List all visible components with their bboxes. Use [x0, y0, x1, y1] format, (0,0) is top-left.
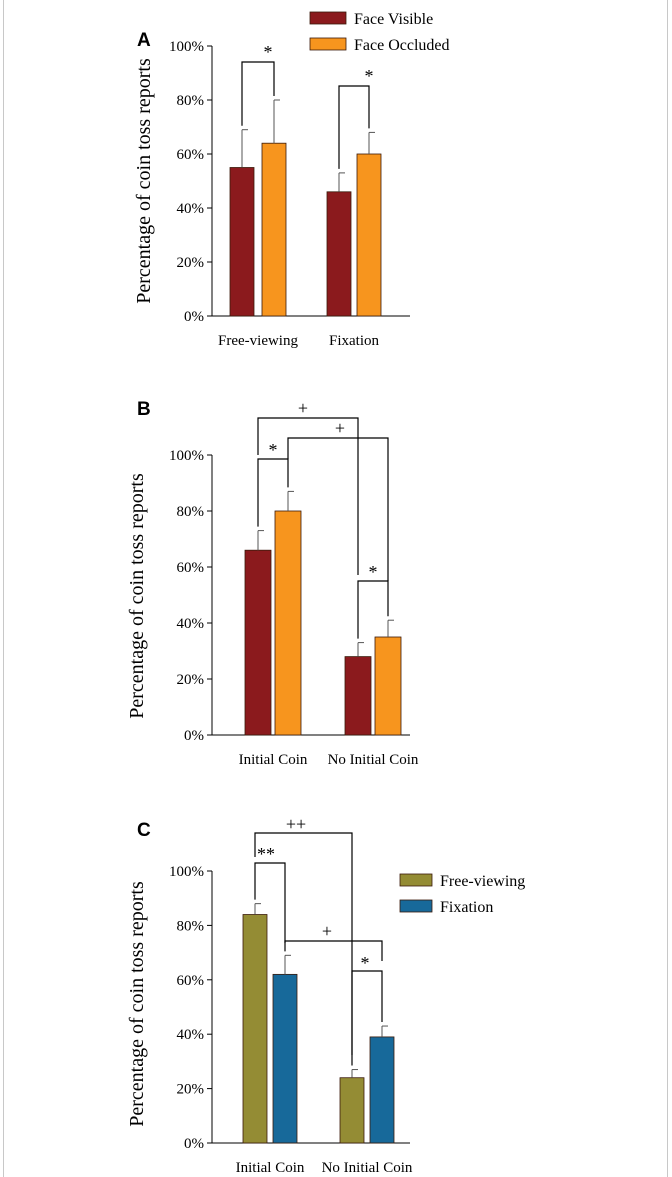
y-tick-label: 40%	[177, 616, 205, 632]
category-label: Initial Coin	[239, 752, 308, 768]
y-tick-label: 20%	[177, 672, 205, 688]
category-label: Free-viewing	[218, 333, 298, 349]
bar	[356, 153, 382, 317]
y-tick-label: 80%	[177, 918, 205, 934]
legend-swatch	[309, 37, 347, 51]
legend-swatch	[399, 873, 433, 887]
y-tick-label: 20%	[177, 255, 205, 271]
panel-letter: B	[137, 399, 151, 420]
legend-label: Face Occluded	[354, 37, 450, 54]
significance-bracket	[257, 458, 289, 527]
y-tick-label: 0%	[184, 728, 204, 744]
significance-label: *	[269, 440, 278, 460]
y-axis-label: Percentage of coin toss reports	[126, 473, 148, 719]
significance-label: *	[264, 42, 273, 62]
legend-label: Free-viewing	[440, 873, 525, 890]
significance-bracket	[287, 437, 389, 581]
significance-label: +	[322, 921, 332, 941]
significance-bracket	[254, 832, 353, 1055]
significance-label: ++	[286, 814, 306, 834]
y-tick-label: 100%	[169, 39, 204, 55]
category-label: No Initial Coin	[322, 1160, 413, 1176]
category-label: Fixation	[329, 333, 380, 349]
bar	[261, 142, 287, 317]
bar	[242, 914, 268, 1144]
y-tick-label: 40%	[177, 1027, 205, 1043]
significance-label: **	[257, 844, 275, 864]
significance-bracket	[357, 580, 389, 639]
significance-label: *	[369, 562, 378, 582]
significance-bracket	[241, 61, 275, 126]
y-tick-label: 80%	[177, 93, 205, 109]
y-tick-label: 60%	[177, 147, 205, 163]
category-label: Initial Coin	[236, 1160, 305, 1176]
bar	[369, 1036, 395, 1144]
bar	[326, 191, 352, 317]
significance-label: +	[335, 418, 345, 438]
bar	[244, 549, 272, 736]
category-label: No Initial Coin	[328, 752, 419, 768]
y-tick-label: 80%	[177, 504, 205, 520]
significance-bracket	[254, 862, 286, 952]
significance-bracket	[257, 417, 359, 575]
y-axis-label: Percentage of coin toss reports	[133, 58, 155, 304]
y-tick-label: 0%	[184, 309, 204, 325]
significance-label: +	[298, 398, 308, 418]
legend-swatch	[309, 11, 347, 25]
bar	[344, 656, 372, 736]
y-tick-label: 100%	[169, 864, 204, 880]
y-axis-label: Percentage of coin toss reports	[126, 881, 148, 1127]
significance-bracket	[284, 940, 383, 961]
y-tick-label: 100%	[169, 448, 204, 464]
figure-frame	[3, 0, 668, 1177]
legend-label: Face Visible	[354, 11, 433, 28]
y-tick-label: 60%	[177, 560, 205, 576]
bar	[272, 973, 298, 1144]
y-tick-label: 20%	[177, 1082, 205, 1098]
y-tick-label: 0%	[184, 1136, 204, 1152]
legend-swatch	[399, 899, 433, 913]
bar	[229, 167, 255, 317]
significance-label: *	[361, 953, 370, 973]
y-tick-label: 40%	[177, 201, 205, 217]
significance-bracket	[338, 85, 370, 169]
y-tick-label: 60%	[177, 973, 205, 989]
significance-label: *	[365, 66, 374, 86]
legend-label: Fixation	[440, 899, 493, 916]
panel-letter: A	[137, 30, 151, 51]
panel-letter: C	[137, 820, 151, 841]
bar	[339, 1077, 365, 1144]
bar	[374, 636, 402, 736]
bar	[274, 510, 302, 736]
